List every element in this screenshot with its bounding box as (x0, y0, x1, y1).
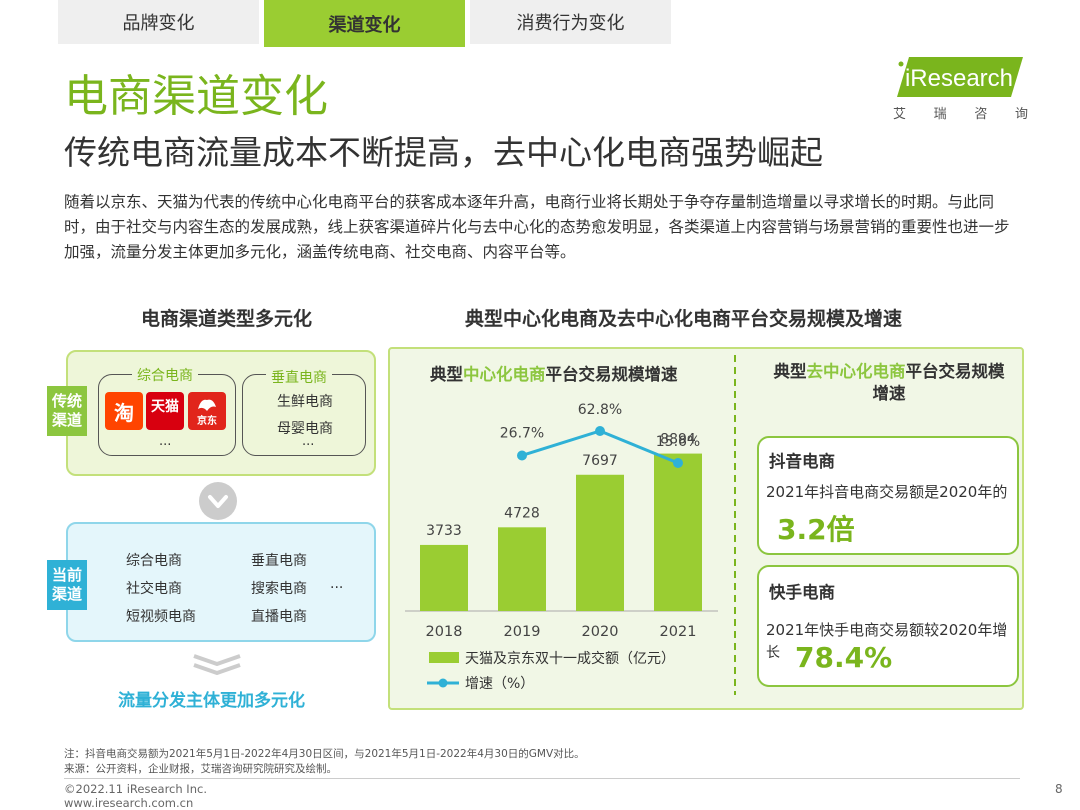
chart-title-decentralized: 典型去中心化电商平台交易规模 增速 (759, 361, 1019, 405)
current-channel-tag: 当前 渠道 (47, 560, 87, 610)
panel-label-vertical: 垂直电商 (266, 367, 332, 387)
logo-text: iResearch (905, 65, 1013, 92)
logo-cn-char: 询 (1014, 107, 1028, 122)
kuaishou-card-value: 78.4% (795, 641, 893, 674)
more-ellipsis: ... (159, 434, 172, 449)
page-number: 8 (1055, 782, 1063, 796)
current-item: 社交电商 (126, 581, 182, 597)
chart-title-pre: 典型 (430, 365, 463, 384)
bar-2019 (498, 527, 546, 611)
intro-paragraph: 随着以京东、天猫为代表的传统中心化电商平台的获客成本逐年升高，电商行业将长期处于… (64, 193, 1010, 261)
x-tick-label: 2019 (504, 624, 541, 640)
logo-cn-char: 瑞 (933, 107, 947, 122)
jd-icon: 京东 (188, 392, 226, 430)
chevron-down-shape (208, 495, 228, 508)
legend-bar-label: 天猫及京东双十一成交额（亿元） (465, 650, 675, 667)
more-ellipsis: ... (330, 576, 344, 592)
page-title: 电商渠道变化 (64, 71, 328, 122)
kuaishou-card-title: 快手电商 (769, 583, 835, 602)
footnote-note: 注：抖音电商交易额为2021年5月1日-2022年4月30日区间，与2021年5… (64, 748, 585, 760)
tag-text: 传统 渠道 (51, 392, 82, 429)
tmall-icon: 天猫 (146, 392, 184, 430)
right-title-post: 平台交易规模 (905, 362, 1005, 381)
current-channel-box (66, 522, 376, 642)
website: www.iresearch.com.cn (64, 796, 194, 810)
tab-label: 渠道变化 (328, 14, 401, 36)
legend-bar-swatch (429, 652, 459, 663)
bar-value-label: 8894 (660, 432, 696, 448)
current-item: 直播电商 (251, 609, 307, 625)
page-subtitle: 传统电商流量成本不断提高，去中心化电商强势崛起 (64, 133, 823, 172)
current-item: 短视频电商 (126, 609, 196, 625)
iresearch-logo: iResearch (897, 57, 1023, 97)
douyin-card-value: 3.2倍 (777, 513, 855, 546)
growth-value-label: 15.6% (656, 434, 700, 450)
growth-point (673, 458, 683, 468)
dashed-divider (734, 355, 736, 695)
right-title-highlight: 去中心化电商 (806, 362, 906, 381)
bar-value-label: 7697 (582, 453, 618, 469)
tab-brand-change[interactable]: 品牌变化 (58, 0, 259, 44)
chart-title-post: 平台交易规模增速 (545, 365, 678, 384)
legend-line-label: 增速（%） (465, 676, 534, 692)
traditional-channel-tag: 传统 渠道 (47, 386, 87, 436)
jd-glyph: 京东 (197, 416, 217, 427)
vertical-item-fresh: 生鲜电商 (277, 394, 333, 410)
douyin-card: 抖音电商 2021年抖音电商交易额是2020年的 3.2倍 (757, 436, 1019, 555)
growth-value-label: 26.7% (500, 425, 544, 441)
kuaishou-card-text-2: 长 (766, 645, 780, 661)
bar-2021 (654, 453, 702, 611)
taobao-icon: 淘 (105, 392, 143, 430)
footer-divider (64, 778, 1020, 779)
bar-value-label: 3733 (426, 523, 462, 539)
taobao-glyph: 淘 (114, 400, 134, 425)
chart-svg: 3733 2018 4728 2019 7697 2020 8894 2021 26.7% 62.… (405, 402, 718, 692)
right-title-line2: 增速 (872, 384, 906, 403)
tmall-glyph: 天猫 (151, 399, 179, 415)
flow-diversification-text: 流量分发主体更加多元化 (118, 691, 305, 711)
x-tick-label: 2021 (660, 624, 697, 640)
chart-title-highlight: 中心化电商 (463, 365, 546, 384)
legend-line-marker (438, 678, 448, 688)
footnote-source: 来源：公开资料，企业财报，艾瑞咨询研究院研究及绘制。 (64, 763, 337, 775)
bar-value-label: 4728 (504, 505, 540, 521)
double-chevron-down-icon (193, 654, 241, 675)
x-tick-label: 2020 (582, 624, 619, 640)
copyright: ©2022.11 iResearch Inc. (64, 782, 207, 796)
tag-text: 当前 渠道 (51, 566, 82, 603)
right-title-pre: 典型 (773, 362, 807, 381)
growth-value-label: 62.8% (578, 402, 622, 418)
jd-dog-icon (198, 399, 216, 411)
current-item: 垂直电商 (251, 553, 307, 569)
tab-label: 消费行为变化 (516, 13, 625, 34)
douyin-card-title: 抖音电商 (769, 452, 835, 471)
tab-label: 品牌变化 (122, 13, 195, 34)
x-tick-label: 2018 (426, 624, 463, 640)
bar-2018 (420, 544, 468, 611)
growth-point (595, 426, 605, 436)
current-item: 搜索电商 (251, 581, 307, 597)
logo-cn-text: 艾 瑞 咨 询 (893, 103, 1028, 122)
logo-cn-char: 咨 (974, 107, 988, 122)
tab-consumer-behavior[interactable]: 消费行为变化 (470, 0, 671, 44)
chevron-down-icon (199, 482, 237, 520)
douyin-card-text: 2021年抖音电商交易额是2020年的 (766, 483, 1008, 501)
logo-cn-char: 艾 (893, 107, 907, 122)
bar-2020 (576, 474, 624, 611)
vertical-item-maternal: 母婴电商 (277, 421, 333, 437)
more-ellipsis: ... (302, 434, 315, 449)
tab-channel-change[interactable]: 渠道变化 (264, 0, 465, 47)
panel-label-comprehensive: 综合电商 (132, 365, 198, 385)
left-section-title: 电商渠道类型多元化 (141, 308, 313, 330)
kuaishou-card: 快手电商 2021年快手电商交易额较2020年增 长 78.4% (757, 565, 1019, 687)
growth-point (517, 450, 527, 461)
current-item: 综合电商 (126, 553, 182, 569)
kuaishou-card-text: 2021年快手电商交易额较2020年增 (766, 621, 1008, 639)
right-section-title: 典型中心化电商及去中心化电商平台交易规模及增速 (465, 308, 903, 330)
chart-title-centralized: 典型中心化电商平台交易规模增速 (430, 361, 678, 385)
